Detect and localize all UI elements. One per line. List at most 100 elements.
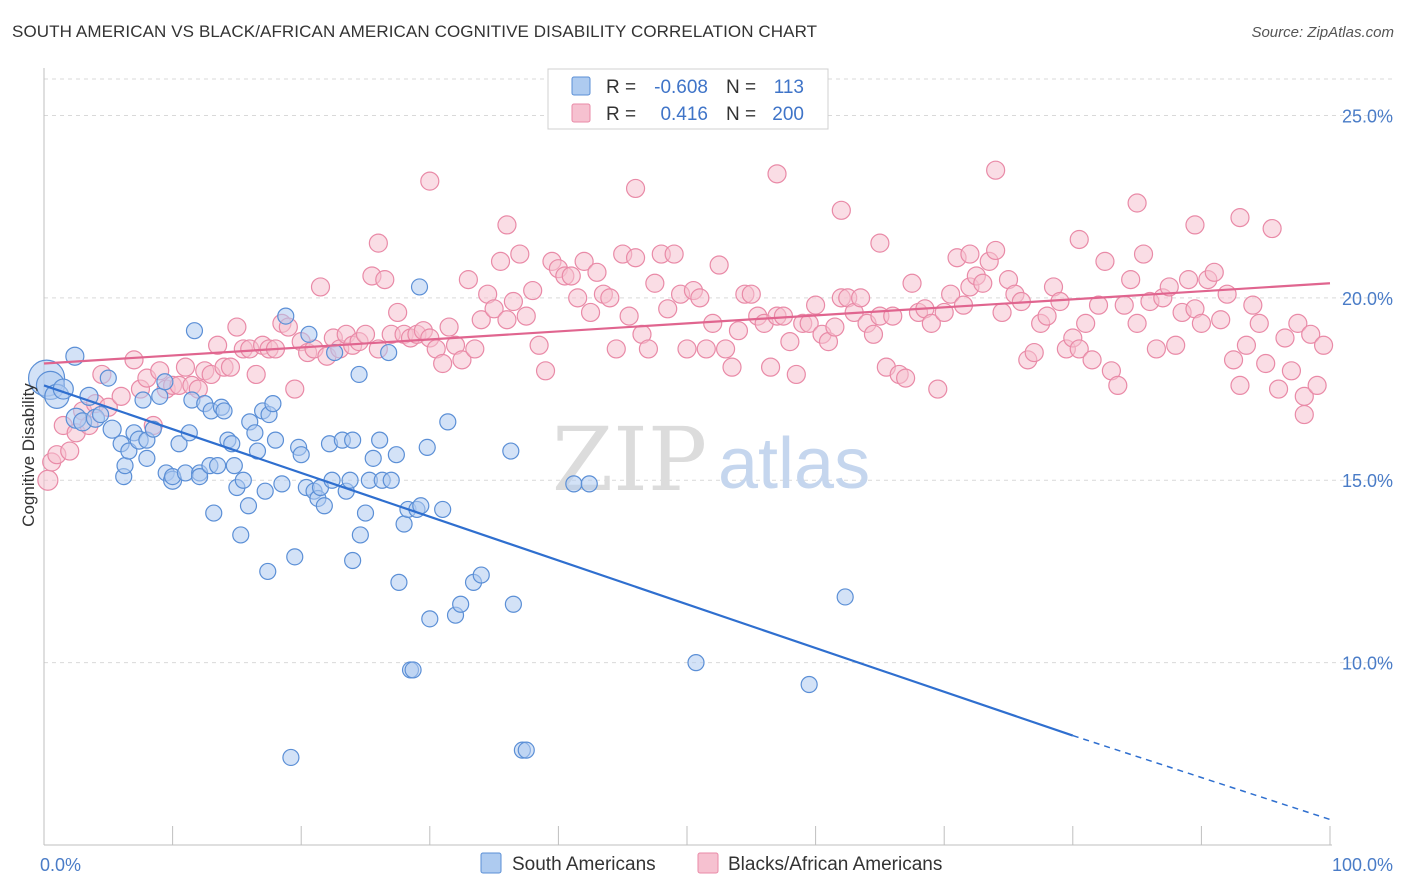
blue-point-37 bbox=[205, 504, 223, 522]
pink-point-207 bbox=[1069, 229, 1089, 250]
blue-point-45 bbox=[232, 526, 250, 544]
pink-point-203 bbox=[767, 164, 787, 184]
blue-point-68 bbox=[315, 497, 333, 515]
pink-point-202 bbox=[625, 178, 646, 199]
pink-point-197 bbox=[1313, 335, 1334, 355]
pink-point-11 bbox=[111, 386, 131, 406]
pink-point-61 bbox=[439, 317, 459, 337]
pink-point-201 bbox=[1230, 208, 1250, 228]
pink-point-81 bbox=[568, 288, 588, 308]
pink-point-173 bbox=[1159, 277, 1179, 297]
legend-n-value-blue: 113 bbox=[774, 77, 804, 98]
legend-n-value-pink: 200 bbox=[772, 104, 804, 125]
pink-point-176 bbox=[1178, 270, 1199, 290]
blue-point-104 bbox=[504, 595, 522, 613]
y-tick-label-3: 25.0% bbox=[1342, 106, 1393, 126]
blue-point-84 bbox=[380, 343, 398, 362]
pink-point-60 bbox=[433, 353, 453, 374]
trend-line-south-americans bbox=[43, 384, 1074, 737]
pink-point-100 bbox=[690, 288, 710, 308]
pink-point-152 bbox=[1024, 342, 1044, 363]
pink-point-95 bbox=[658, 299, 678, 319]
pink-point-125 bbox=[851, 288, 871, 308]
legend-swatch-pink bbox=[571, 103, 591, 123]
pink-point-198 bbox=[831, 200, 851, 220]
y-axis-title: Cognitive Disability bbox=[19, 383, 38, 527]
watermark: ZIP atlas bbox=[552, 408, 870, 511]
blue-point-82 bbox=[371, 431, 389, 449]
pink-point-104 bbox=[715, 339, 736, 359]
pink-point-167 bbox=[1121, 270, 1141, 290]
pink-point-160 bbox=[1076, 313, 1096, 333]
x-tick-label-1: 100.0% bbox=[1332, 855, 1393, 875]
blue-point-71 bbox=[326, 343, 344, 362]
chart-title: SOUTH AMERICAN VS BLACK/AFRICAN AMERICAN… bbox=[12, 22, 818, 41]
pink-point-87 bbox=[606, 339, 626, 359]
pink-point-117 bbox=[799, 313, 819, 333]
pink-point-82 bbox=[574, 251, 594, 271]
blue-point-110 bbox=[800, 675, 818, 694]
pink-point-132 bbox=[896, 368, 916, 388]
legend-r-label-blue: R = bbox=[606, 77, 636, 98]
blue-point-81 bbox=[364, 449, 382, 467]
y-tick-label-2: 20.0% bbox=[1342, 289, 1393, 309]
blue-point-96 bbox=[421, 610, 439, 628]
pink-point-183 bbox=[1223, 350, 1244, 370]
pink-point-199 bbox=[986, 160, 1006, 180]
blue-point-91 bbox=[404, 661, 422, 679]
blue-point-11 bbox=[102, 419, 122, 439]
pink-point-70 bbox=[497, 310, 517, 330]
pink-point-108 bbox=[741, 284, 761, 304]
blue-point-79 bbox=[356, 504, 375, 522]
pink-point-192 bbox=[1281, 361, 1302, 381]
pink-point-74 bbox=[523, 280, 543, 301]
pink-point-0 bbox=[37, 469, 59, 491]
pink-point-204 bbox=[497, 215, 517, 235]
pink-point-174 bbox=[1166, 335, 1186, 355]
pink-point-103 bbox=[709, 255, 729, 275]
blue-point-40 bbox=[215, 402, 233, 420]
pink-point-72 bbox=[510, 244, 530, 264]
series-legend: South Americans Blacks/African Americans bbox=[480, 852, 942, 875]
pink-point-27 bbox=[220, 357, 241, 377]
pink-point-41 bbox=[310, 277, 331, 297]
pink-point-191 bbox=[1275, 328, 1295, 348]
pink-point-68 bbox=[484, 299, 504, 319]
pink-point-73 bbox=[516, 306, 536, 326]
pink-point-147 bbox=[992, 302, 1012, 323]
pink-point-184 bbox=[1230, 375, 1250, 395]
pink-point-92 bbox=[638, 339, 659, 359]
blue-point-47 bbox=[239, 497, 258, 515]
pink-point-51 bbox=[375, 270, 395, 290]
blue-point-22 bbox=[151, 387, 169, 405]
blue-point-64 bbox=[300, 325, 318, 343]
y-tick-label-1: 15.0% bbox=[1342, 471, 1393, 491]
blue-point-102 bbox=[472, 566, 490, 584]
pink-point-163 bbox=[1095, 251, 1115, 271]
pink-point-127 bbox=[863, 324, 884, 344]
pink-point-31 bbox=[246, 364, 266, 385]
watermark-zip: ZIP bbox=[552, 408, 707, 511]
correlation-legend: R = -0.608 N = 113 R = 0.416 N = 200 bbox=[547, 68, 829, 130]
blue-point-107 bbox=[565, 475, 583, 493]
blue-point-59 bbox=[282, 748, 300, 767]
blue-point-7 bbox=[79, 386, 99, 406]
pink-point-209 bbox=[1294, 404, 1314, 425]
blue-point-52 bbox=[256, 482, 274, 500]
pink-point-20 bbox=[175, 357, 196, 377]
blue-point-38 bbox=[209, 457, 227, 475]
blue-point-106 bbox=[517, 741, 535, 759]
blue-point-9 bbox=[91, 405, 110, 424]
pink-point-48 bbox=[355, 324, 376, 344]
blue-point-108 bbox=[580, 475, 598, 493]
blue-point-95 bbox=[418, 438, 436, 457]
pink-point-133 bbox=[902, 273, 922, 293]
grid-lines bbox=[44, 78, 1392, 664]
pink-point-211 bbox=[870, 233, 890, 253]
pink-point-165 bbox=[1108, 375, 1128, 395]
blue-point-77 bbox=[350, 365, 368, 384]
pink-point-28 bbox=[227, 317, 247, 337]
legend-n-label-pink: N = bbox=[726, 104, 756, 125]
pink-point-195 bbox=[1301, 324, 1321, 344]
blue-point-53 bbox=[259, 562, 277, 581]
